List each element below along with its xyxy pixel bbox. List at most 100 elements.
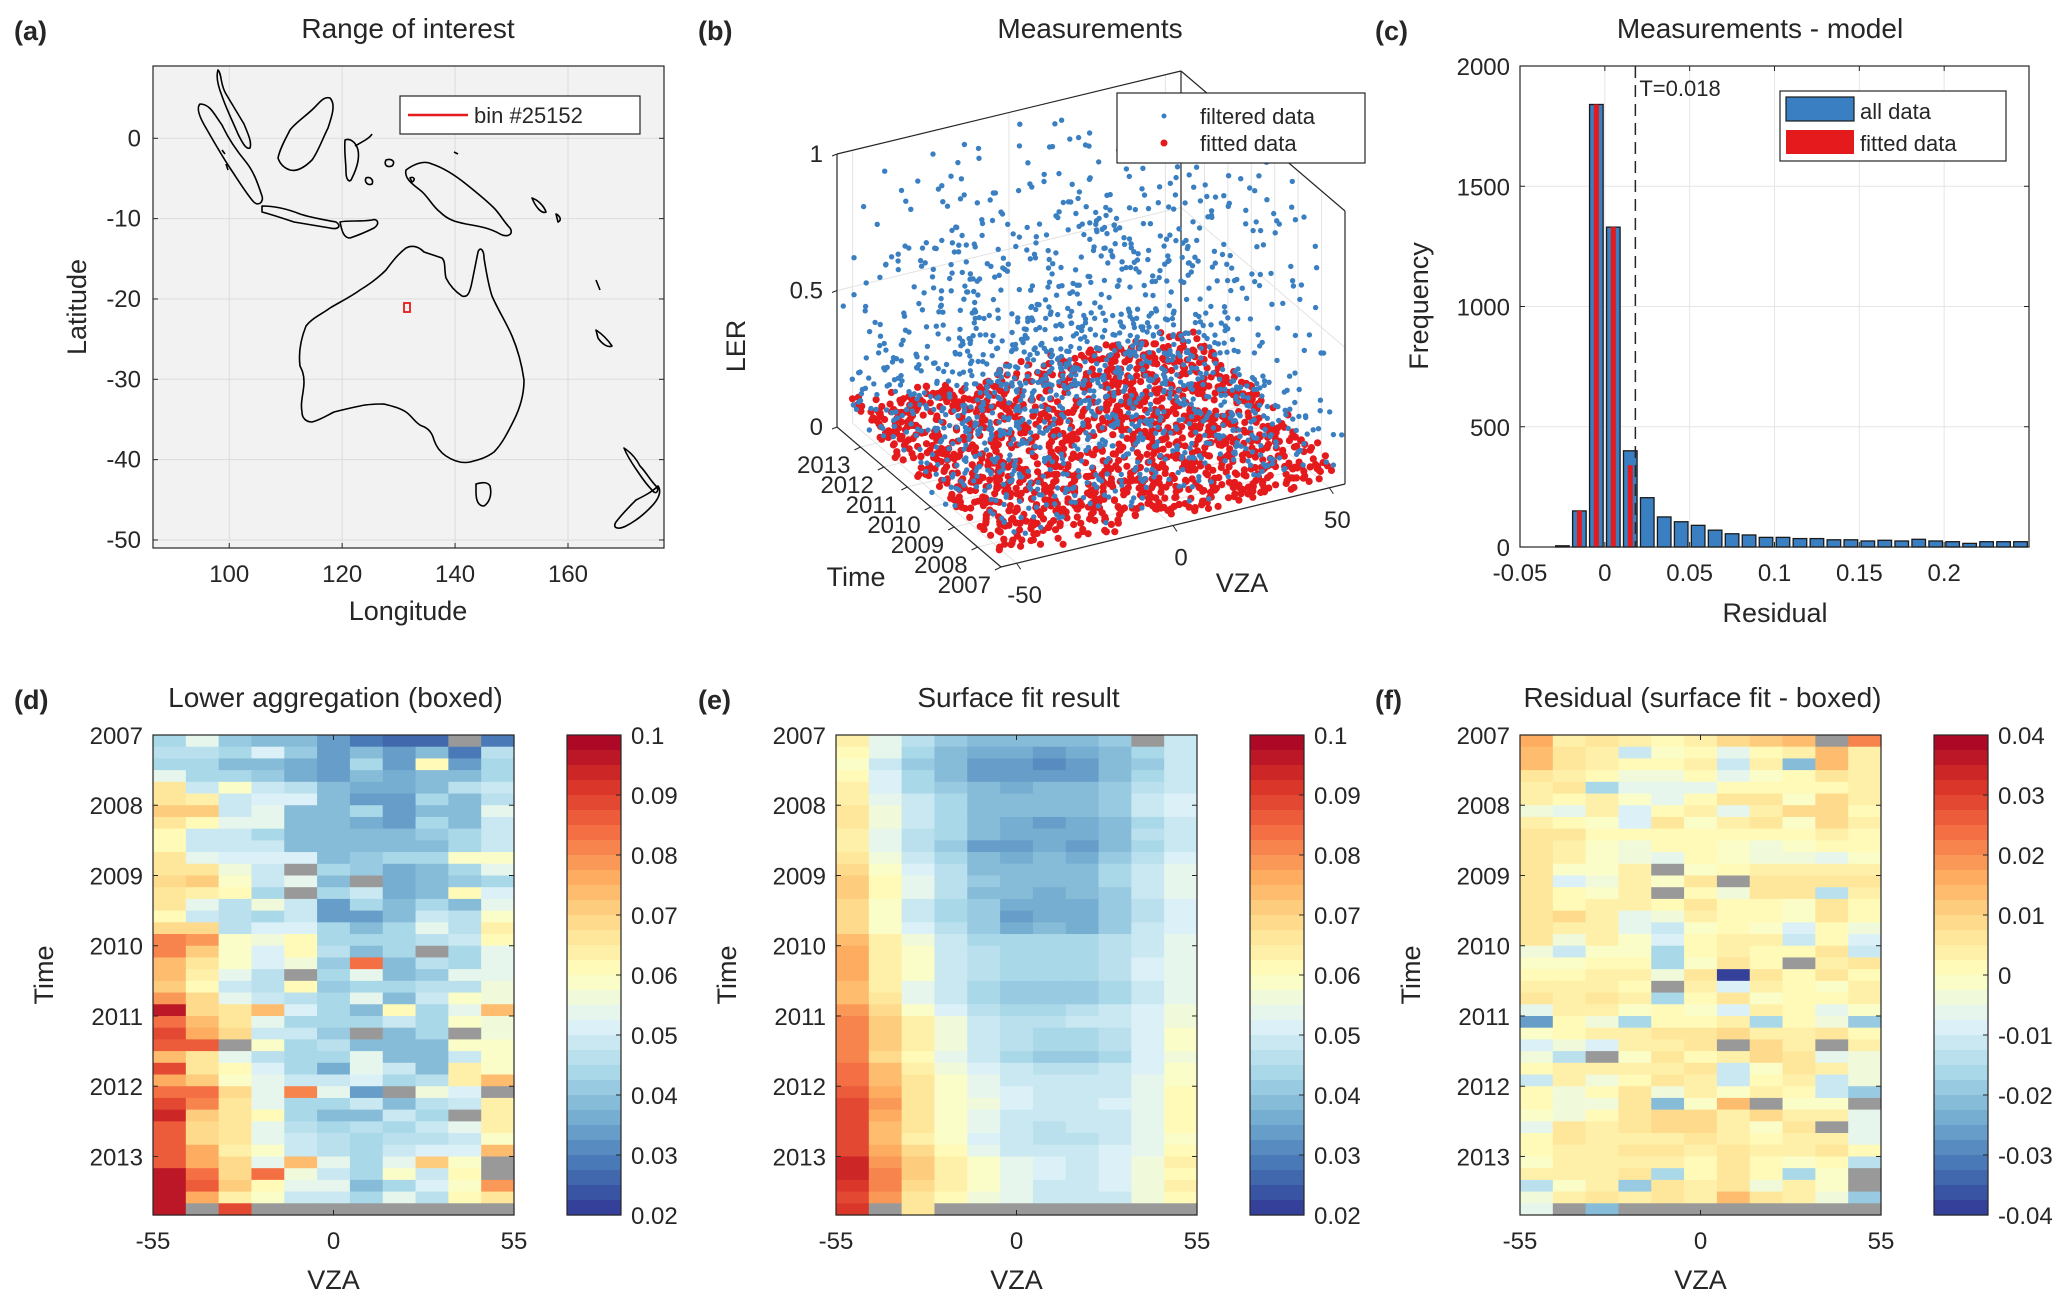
filtered-data-point [925, 427, 931, 433]
heatmap-cell [1552, 1121, 1587, 1134]
map-legend[interactable]: bin #25152 [399, 95, 641, 135]
fitted-data-point [986, 476, 994, 484]
colorbar-tick-label: 0.05 [1314, 1023, 1361, 1050]
filtered-data-point [1251, 435, 1257, 441]
heatmap-cell [1065, 816, 1100, 830]
fitted-data-point [1037, 410, 1045, 418]
colorbar-segment [567, 1200, 621, 1216]
heatmap-cell [1552, 1156, 1587, 1169]
heatmap-cell [1585, 1027, 1620, 1040]
heatmap-cell [284, 1133, 318, 1146]
filtered-data-point [1081, 312, 1087, 319]
filtered-data-point [1283, 412, 1289, 418]
filtered-data-point [1029, 303, 1035, 310]
heatmap-cell-nan [1651, 863, 1685, 877]
fitted-data-point [878, 402, 886, 411]
filtered-data-point [1101, 245, 1107, 251]
heatmap-cell-nan [1000, 1203, 1034, 1216]
heatmap-cell [415, 793, 449, 806]
filtered-data-point [974, 414, 980, 420]
filtered-data-point [1239, 392, 1246, 398]
fitted-data-point [1120, 491, 1128, 499]
heatmap-cell [1815, 758, 1849, 771]
heatmap-cell [382, 1097, 417, 1111]
heatmap-cell [1618, 1144, 1652, 1158]
heatmap-cell [901, 1097, 936, 1111]
filtered-data-point [1016, 441, 1023, 448]
filtered-data-point [1232, 417, 1238, 424]
heatmap-cell [1815, 1027, 1849, 1040]
filtered-data-point [955, 159, 961, 166]
heatmap-cell [1716, 1133, 1751, 1146]
filtered-data-point [1126, 205, 1133, 211]
heatmap-cell [1782, 910, 1816, 923]
filtered-data-point [1300, 462, 1306, 468]
heatmap-cell [185, 1004, 220, 1017]
fitted-data-point [1153, 389, 1161, 397]
filtered-data-point [917, 401, 923, 408]
heatmap-cell [1520, 1039, 1554, 1052]
heatmap-cell [415, 969, 449, 982]
filtered-data-point [862, 308, 868, 314]
xtick-label-vza: -50 [1007, 582, 1042, 609]
heatmap-cell [185, 758, 220, 771]
heatmap-cell [1164, 805, 1198, 818]
heatmap-cell [284, 816, 318, 830]
heatmap-cell [967, 1027, 1001, 1040]
heatmap-cell [1585, 887, 1620, 900]
filtered-data-point [1113, 414, 1119, 420]
filtered-data-point [1249, 271, 1255, 277]
heatmap-cell [185, 887, 220, 900]
filtered-data-point [982, 487, 988, 494]
filtered-data-point [1038, 524, 1044, 530]
fitted-data-point [943, 398, 951, 406]
filtered-data-point [1261, 413, 1267, 419]
heatmap-cell [251, 863, 285, 877]
filtered-data-point [1180, 337, 1186, 343]
heatmap-cell [1716, 945, 1751, 959]
heatmap-cell [1651, 922, 1685, 935]
heatmap-cell [185, 1062, 220, 1076]
filtered-data-point [1033, 408, 1039, 414]
heatmap-cell [448, 1062, 482, 1076]
scatter-legend[interactable]: filtered data fitted data [1116, 92, 1366, 164]
filtered-data-point [1154, 439, 1161, 445]
heatmap-cell [349, 770, 384, 783]
heatmap-cell [153, 758, 187, 771]
filtered-data-point [1190, 219, 1196, 225]
heatmap-ytick-label: 2013 [1457, 1144, 1510, 1171]
filtered-data-point [972, 453, 978, 460]
heatmap-cell [1585, 781, 1620, 795]
heatmap-cell [481, 934, 515, 947]
heatmap-cells-d [153, 735, 515, 1216]
heatmap-cell [448, 758, 482, 771]
filtered-data-point [1083, 204, 1089, 210]
heatmap-cell [1098, 1004, 1132, 1017]
heatmap-cell [1032, 969, 1067, 982]
heatmap-cell [218, 1144, 253, 1158]
filtered-data-point [877, 333, 884, 339]
heatmap-cell [1848, 980, 1882, 994]
filtered-data-point [1050, 261, 1056, 267]
filtered-data-point [1035, 486, 1041, 492]
filtered-data-point [1003, 381, 1010, 387]
fitted-data-point [898, 432, 906, 440]
fitted-data-point [1289, 465, 1297, 473]
filtered-data-point [939, 237, 945, 244]
fitted-data-point [1030, 530, 1038, 538]
fitted-data-point [917, 464, 925, 472]
heatmap-cell [901, 840, 936, 853]
heatmap-cell [901, 863, 936, 877]
hist-legend[interactable]: all data fitted data [1779, 90, 2007, 162]
fitted-data-point [1053, 426, 1061, 434]
fitted-data-point [1257, 396, 1265, 405]
filtered-data-point [1195, 376, 1201, 382]
heatmap-cell [1585, 945, 1620, 959]
fitted-data-point [1071, 354, 1079, 362]
fitted-data-point [1044, 523, 1052, 532]
heatmap-cell [1164, 1168, 1198, 1181]
filtered-data-point [1141, 192, 1148, 198]
hist-ytick-label: 1500 [1457, 174, 1510, 201]
heatmap-cell [836, 934, 870, 947]
heatmap-cell [1749, 969, 1784, 982]
